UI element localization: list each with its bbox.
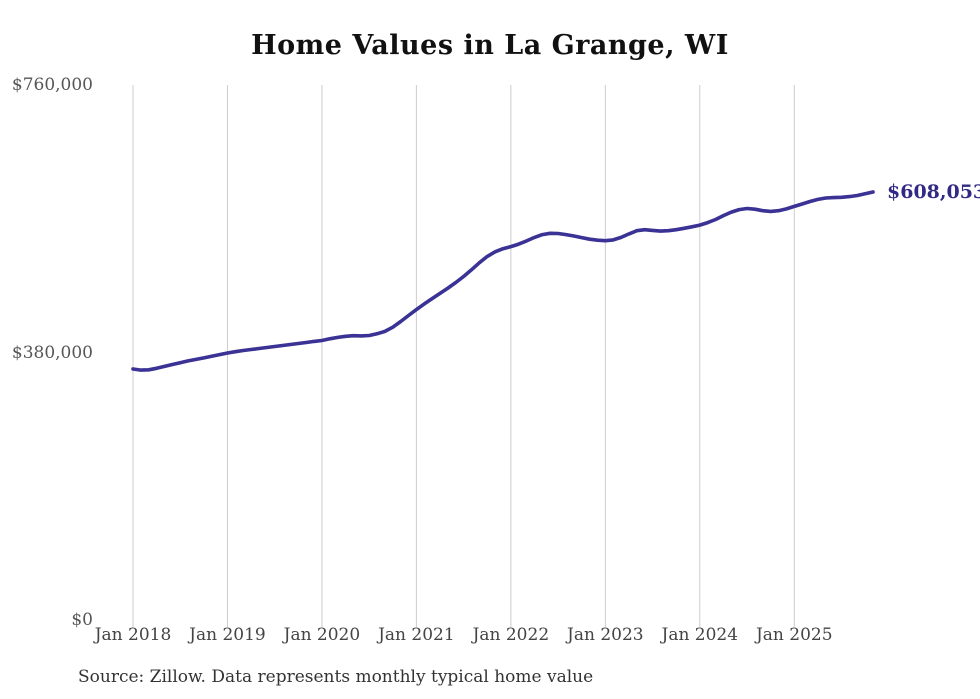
x-tick-jan-2023: Jan 2023 (567, 625, 644, 645)
x-tick-jan-2022: Jan 2022 (472, 625, 550, 645)
y-tick-380000: $380,000 (11, 342, 93, 363)
home-value-line (131, 190, 875, 372)
chart-title: Home Values in La Grange, WI (251, 30, 729, 61)
x-tick-jan-2019: Jan 2019 (189, 625, 266, 645)
x-tick-jan-2024: Jan 2024 (661, 625, 739, 645)
x-tick-jan-2018: Jan 2018 (94, 625, 172, 645)
x-tick-jan-2020: Jan 2020 (283, 625, 361, 645)
y-tick-760000: $760,000 (11, 75, 93, 95)
y-tick-0: $0 (71, 610, 93, 630)
source-note: Source: Zillow. Data represents monthly … (78, 667, 594, 687)
x-tick-jan-2025: Jan 2025 (755, 625, 833, 645)
vertical-gridlines (132, 85, 795, 627)
x-tick-jan-2021: Jan 2021 (378, 625, 455, 645)
final-value-label: $608,053 (887, 180, 980, 203)
